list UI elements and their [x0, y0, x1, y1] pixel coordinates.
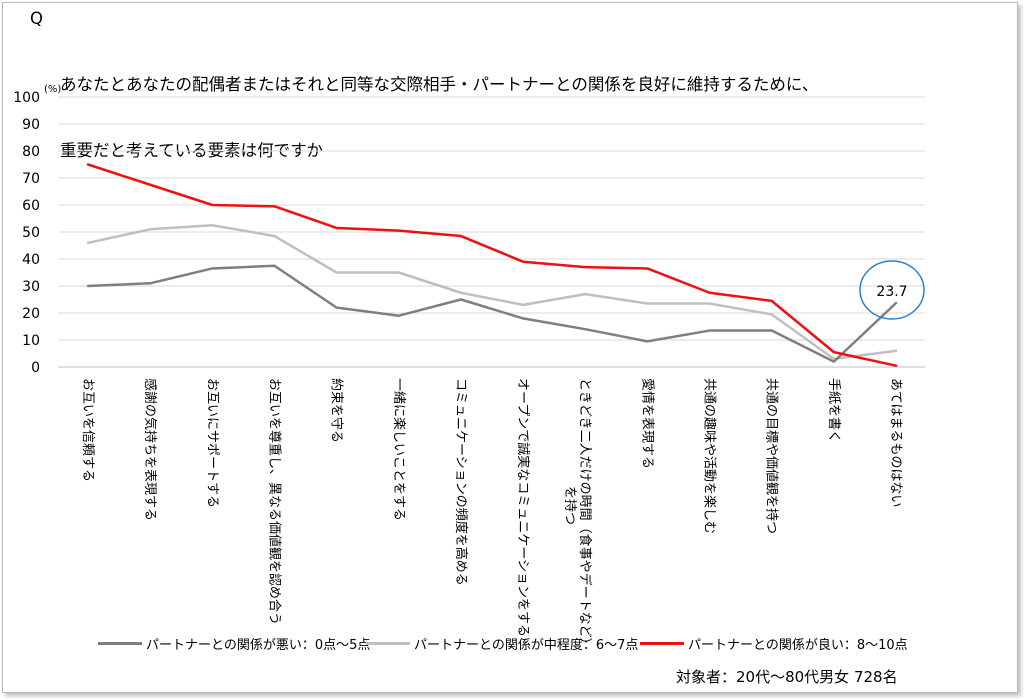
y-tick-label-80: 80 — [22, 144, 40, 160]
annotation-label-0: 23.7 — [876, 284, 907, 300]
x-tick-label-3: お互いを尊重し、異なる価値観を認め合う — [266, 378, 282, 625]
series-line-1 — [86, 224, 898, 361]
y-tick-label-30: 30 — [22, 279, 40, 295]
x-tick-label-7: オープンで誠実なコミュニケーションをする — [515, 378, 531, 637]
legend-item-mid: パートナーとの関係が中程度：6～7点 — [366, 634, 638, 653]
legend-swatch-mid — [366, 642, 410, 645]
legend-item-bad: パートナーとの関係が悪い：0点～5点 — [98, 634, 370, 653]
legend-label-bad: パートナーとの関係が悪い：0点～5点 — [146, 638, 371, 653]
x-tick-label-13: あてはまるものはない — [888, 378, 903, 507]
series-line-0 — [86, 264, 898, 363]
x-tick-label-8: ときどき二人だけの時間（食事やデートなど）を持つ — [562, 378, 593, 651]
y-tick-label-10: 10 — [22, 333, 40, 349]
y-tick-label-70: 70 — [22, 171, 40, 187]
title-line-1: あなたとあなたの配偶者またはそれと同等な交際相手・パートナーとの関係を良好に維持… — [60, 75, 819, 94]
x-tick-label-5: 一緒に楽しいことをする — [391, 378, 407, 521]
y-tick-label-60: 60 — [22, 198, 40, 214]
y-tick-label-100: 100 — [13, 90, 40, 106]
x-tick-label-6: コミュニケーションの頻度を高める — [453, 378, 469, 586]
legend-label-good: パートナーとの関係が良い：8～10点 — [688, 638, 908, 653]
y-tick-label-40: 40 — [22, 252, 40, 268]
x-tick-label-1: 感謝の気持ちを表現する — [142, 378, 158, 521]
legend: パートナーとの関係が悪い：0点～5点 パートナーとの関係が中程度：6～7点 パー… — [0, 634, 1024, 658]
y-tick-label-20: 20 — [22, 306, 40, 322]
series-line-2 — [86, 163, 898, 367]
x-tick-label-9: 愛情を表現する — [639, 378, 654, 469]
x-tick-label-0: お互いを信頼する — [80, 378, 95, 482]
y-axis-unit: (%) — [44, 84, 61, 95]
footnote: 対象者：20代～80代男女 728名 — [676, 668, 898, 686]
chart-title: Q あなたとあなたの配偶者またはそれと同等な交際相手・パートナーとの関係を良好に… — [30, 8, 819, 184]
legend-swatch-good — [640, 642, 684, 645]
x-tick-label-11: 共通の目標や価値観を持つ — [764, 378, 780, 534]
y-tick-label-90: 90 — [22, 117, 40, 133]
legend-label-mid: パートナーとの関係が中程度：6～7点 — [414, 638, 639, 653]
question-mark: Q — [30, 9, 43, 28]
x-tick-label-4: 約束を守る — [329, 378, 344, 443]
x-tick-label-12: 手紙を書く — [826, 378, 841, 443]
y-tick-label-0: 0 — [31, 360, 40, 376]
legend-item-good: パートナーとの関係が良い：8～10点 — [640, 634, 908, 653]
x-tick-label-2: お互いにサポートする — [204, 378, 219, 508]
legend-swatch-bad — [98, 642, 142, 645]
annotation-circle-0 — [859, 260, 925, 320]
y-tick-label-50: 50 — [22, 225, 40, 241]
x-tick-label-10: 共通の趣味や活動を楽しむ — [702, 378, 718, 534]
